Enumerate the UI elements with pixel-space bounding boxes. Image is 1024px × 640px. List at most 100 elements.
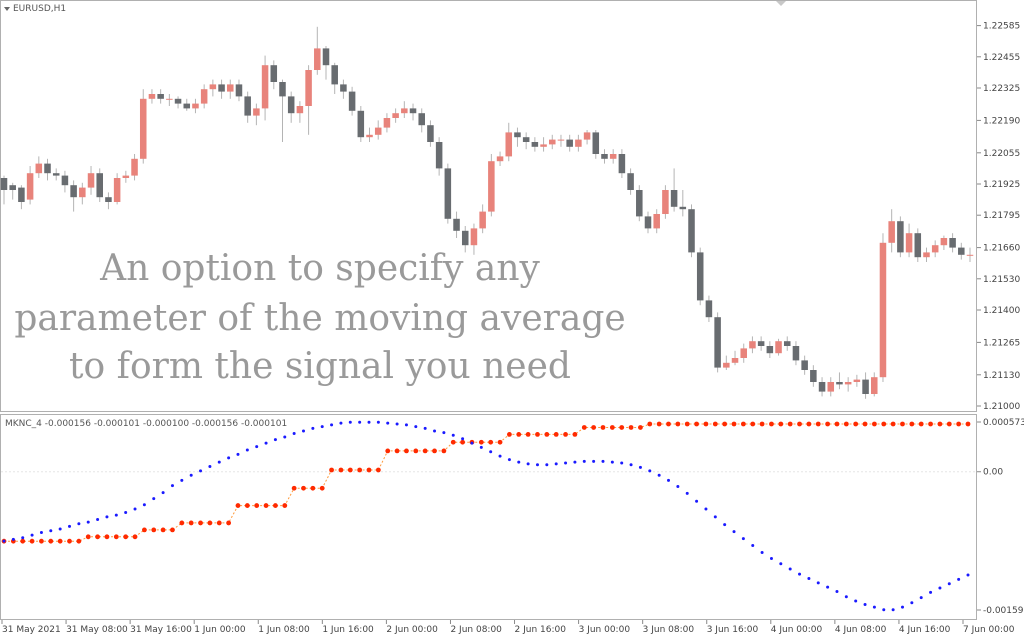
price-axis: 1.22585 1.22455 1.22325 1.22190 1.22055 1.219… [977, 22, 1020, 412]
price-tick-label: 1.22455 [983, 53, 1020, 63]
candle-body [96, 173, 103, 198]
ma-line-point [21, 536, 25, 540]
candle-body [244, 96, 251, 116]
time-tick-label: 4 Jun 16:00 [899, 625, 951, 635]
signal-line-point [497, 439, 503, 445]
candle-body [827, 382, 835, 392]
signal-line-point [198, 520, 203, 526]
candle-body [314, 48, 321, 70]
ma-line-point [208, 465, 212, 469]
candle-body [427, 125, 434, 142]
price-tick-label: 1.21530 [983, 275, 1020, 285]
signal-line-point [591, 425, 597, 430]
sub-tick-label: 0.000573 [983, 418, 1024, 428]
signal-line-point [544, 432, 550, 437]
price-tick-label: 1.22055 [983, 149, 1020, 159]
signal-line-point [273, 503, 278, 508]
ma-line-point [498, 454, 502, 458]
candle-body [26, 173, 34, 200]
candle-body [775, 341, 782, 354]
price-tick-label: 1.21795 [983, 211, 1020, 221]
signal-line-point [310, 485, 316, 491]
candle-body [905, 233, 913, 253]
main-panel-title: EURUSD,H1 [13, 4, 66, 14]
scroll-marker-icon[interactable] [776, 1, 786, 6]
ma-line-point [348, 420, 352, 424]
ma-line-point [741, 537, 745, 541]
signal-line-point [291, 485, 297, 491]
price-tick-label: 1.22325 [983, 84, 1020, 94]
signal-line-point [506, 432, 512, 437]
signal-line-point [553, 432, 559, 437]
candle-body [531, 142, 539, 147]
signal-line-point [170, 527, 175, 533]
signal-line-point [141, 527, 147, 533]
signal-line-point [132, 534, 138, 540]
signal-line-point [918, 421, 924, 427]
ma-line-point [798, 572, 802, 576]
ma-line-point [826, 585, 830, 589]
time-tick-label: 2 Jun 08:00 [450, 625, 502, 635]
candle-body [740, 348, 747, 358]
ma-line-point [582, 459, 586, 463]
ma-line-point [601, 459, 605, 463]
time-tick-label: 1 Jun 00:00 [194, 625, 246, 635]
time-tick-label: 3 Jun 16:00 [707, 625, 759, 635]
ma-line-point [330, 423, 334, 427]
candle-body [688, 209, 695, 253]
ma-line-point [245, 448, 249, 452]
candle-body [792, 346, 800, 361]
time-tick-label: 1 Jun 16:00 [322, 625, 374, 635]
ma-line-point [236, 452, 240, 456]
ma-line-point [816, 581, 820, 585]
signal-line-point [207, 520, 213, 526]
ma-line-point [667, 478, 671, 482]
candle-body [966, 254, 974, 256]
ma-line-point [376, 420, 380, 424]
signal-line-point [460, 439, 466, 445]
signal-line-point [104, 534, 110, 540]
time-tick-label: 3 Jun 00:00 [579, 625, 631, 635]
overlay-text-group: An option to specify any parameter of th… [14, 248, 625, 387]
signal-line-point [347, 467, 353, 473]
candle-body [44, 163, 51, 174]
ma-line-point [910, 601, 914, 605]
signal-line-point [881, 421, 887, 427]
signal-line-point [319, 485, 325, 491]
signal-line-point [759, 421, 765, 427]
candle-body [636, 190, 643, 217]
ma-line-point [49, 529, 53, 533]
ma-line-point [535, 463, 539, 467]
candle-body [488, 161, 495, 212]
candle-body [714, 317, 721, 368]
candle-body [52, 173, 60, 176]
signal-line-point [853, 421, 859, 427]
signal-line-point [928, 421, 933, 427]
ma-line-point [788, 567, 792, 571]
candle-body [18, 187, 25, 202]
signal-line-point [834, 421, 840, 427]
candle-body [705, 300, 713, 318]
candle-body [557, 139, 565, 141]
candle-body [549, 139, 556, 145]
ma-line-point [900, 605, 904, 609]
candle-body [444, 168, 452, 219]
candle-body [0, 178, 8, 190]
candle-body [609, 154, 617, 159]
candle-body [653, 214, 660, 229]
candle-body [70, 185, 77, 198]
candle-body [496, 156, 504, 162]
candle-body [35, 163, 43, 174]
candle-body [592, 132, 600, 154]
symbol-dropdown-icon[interactable] [4, 7, 10, 11]
signal-line-point [797, 421, 802, 427]
candle-body [575, 139, 582, 147]
signal-line-point [413, 448, 419, 454]
candle-body [279, 82, 286, 97]
ma-line-point [292, 432, 296, 436]
ma-line-point [676, 484, 680, 488]
signal-line-point [890, 421, 896, 427]
ma-line-point [180, 478, 184, 482]
